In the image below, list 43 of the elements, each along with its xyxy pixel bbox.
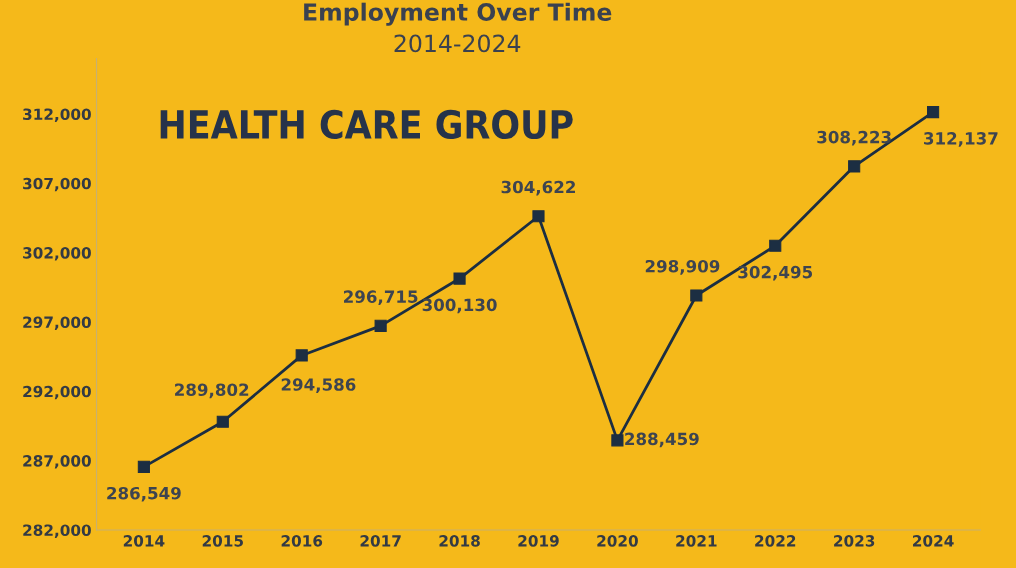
x-tick-label: 2015 [202,535,243,547]
point [295,349,308,362]
point [374,319,387,332]
text: 302,495 [738,265,813,281]
x-tick-label: 2019 [518,535,559,547]
text: 288,459 [625,432,699,448]
point [927,105,940,119]
y-tick-label: 282,000 [23,524,91,538]
x-tick-label: 2017 [360,535,401,547]
text: 294,586 [281,378,356,393]
point [611,434,624,447]
text: 286,549 [107,486,181,502]
text: 298,909 [645,259,720,275]
text: 304,622 [501,180,575,196]
y-tick-label: 312,000 [23,108,91,122]
x-tick-label: 2023 [834,535,875,547]
text: 300,130 [422,298,497,314]
point [216,415,229,428]
y-tick-label: 297,000 [23,316,91,330]
text: 312,137 [924,132,998,147]
y-tick-label: 292,000 [23,385,91,400]
chart-subtitle: 2014-2024 [394,34,521,53]
x-tick-label: 2022 [755,535,796,547]
x-tick-label: 2014 [123,535,165,547]
x-tick-label: 2020 [597,535,638,547]
y-tick-label: 307,000 [23,177,91,192]
text: 296,715 [344,290,418,306]
y-tick-label: 302,000 [23,247,91,261]
x-tick-label: 2016 [281,535,323,547]
point [453,272,466,285]
y-tick-label: 287,000 [23,455,91,469]
point [769,239,782,252]
text: 308,223 [817,130,891,146]
annotation: HEALTH CARE GROUP [160,109,573,140]
x-tick-label: 2018 [439,535,480,547]
text: 289,802 [175,383,249,399]
x-tick-label: 2024 [913,535,954,547]
point [848,160,861,173]
point [532,210,545,223]
point [690,289,703,302]
chart-title: Employment Over Time [304,2,612,26]
x-tick-label: 2021 [676,535,717,547]
point [137,460,150,473]
